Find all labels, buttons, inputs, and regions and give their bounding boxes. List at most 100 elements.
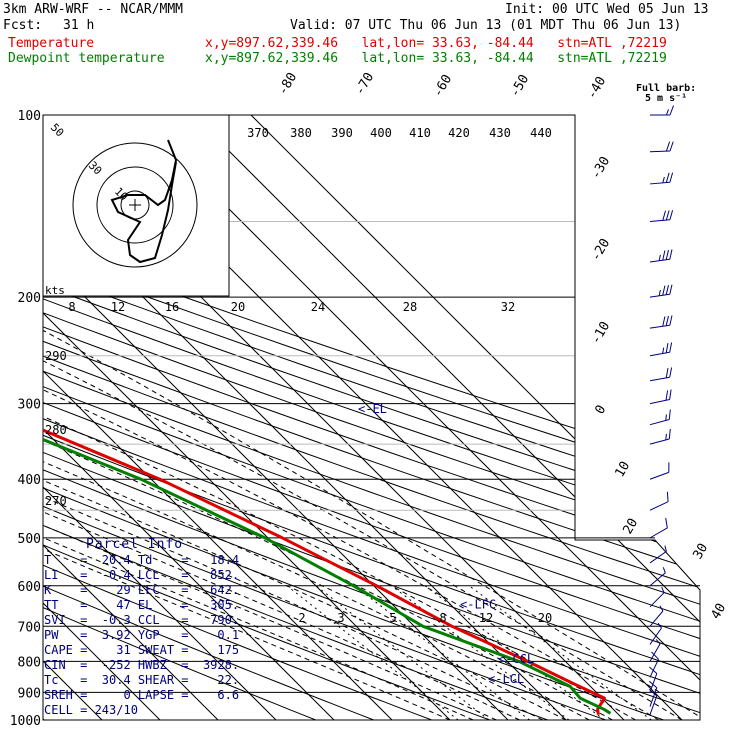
moist-adiabat [43, 344, 567, 720]
parcel-row: CAPE = 31 SWEAT = 175 [44, 643, 240, 657]
wind-barb-staff [649, 471, 669, 480]
legend-dewpoint-name: Dewpoint temperature [8, 51, 165, 66]
valid-time: Valid: 07 UTC Thu 06 Jun 13 (01 MDT Thu … [290, 18, 682, 33]
parcel-row: SVI = -0.3 CCL = 790. [44, 613, 240, 627]
wind-barb-staff [649, 293, 670, 298]
mixing-ratio-label: 20 [538, 611, 552, 625]
isotherm-label: 0 [592, 403, 609, 417]
wind-barb-flag [662, 316, 666, 327]
hodograph-speed-label: 12 [111, 300, 125, 314]
wind-barb-staff [649, 399, 670, 405]
wind-barb-flag [662, 250, 666, 261]
wind-barb-flag [665, 249, 669, 260]
mixing-ratio-label: 2 [298, 611, 305, 625]
parcel-row: PW = 3.92 YGP = 0.1 [44, 628, 240, 642]
wind-barb-flag [669, 210, 674, 220]
wind-barb-flag [666, 491, 669, 502]
wind-barb-flag [669, 172, 674, 183]
wind-barb [649, 389, 672, 405]
wind-barb-flag [665, 517, 668, 528]
wind-barb [648, 666, 658, 693]
wind-barb [649, 249, 673, 263]
isotherm-line [43, 115, 161, 720]
mixing-ratio-label: 5 [389, 611, 396, 625]
pressure-label: 200 [18, 291, 41, 306]
isotherm-label: 40 [708, 601, 729, 622]
wind-barb [649, 545, 667, 564]
pressure-label: 300 [18, 398, 41, 413]
level-annotation: <-LCL [488, 672, 524, 686]
dry-adiabat [43, 115, 490, 720]
dewpoint-line [43, 115, 612, 715]
wind-barb [650, 105, 674, 116]
mixing-ratio-label: 3 [337, 611, 344, 625]
dry-adiabat [43, 115, 316, 720]
parcel-row: LI = -0.4 LCL = 852. [44, 568, 240, 582]
wind-barb-flag [669, 367, 673, 378]
mixing-ratio-line [468, 585, 652, 720]
wind-barb-staff [649, 324, 670, 329]
parcel-row: SREH = 0 LAPSE = 6.6 [44, 688, 240, 702]
wind-barb-flag [662, 285, 666, 296]
forecast-hour: 31 h [63, 18, 95, 33]
wind-barb-flag [665, 414, 667, 421]
mixing-ratio-line [424, 585, 605, 720]
parcel-row: TT = 47 EL = 305. [44, 598, 240, 612]
dry-adiabat [43, 115, 432, 720]
isotherm-label: -80 [275, 70, 300, 98]
wind-barb [649, 639, 661, 662]
isentrope-label: 410 [409, 126, 431, 140]
wind-barb-flag [658, 289, 661, 296]
wind-barb-staff [649, 351, 670, 357]
hodograph-ring [72, 142, 198, 268]
dry-adiabat [43, 115, 700, 720]
isotherm-label: -20 [588, 236, 613, 264]
dry-adiabat [43, 115, 700, 720]
wind-barb [649, 172, 674, 185]
theta-label: 270 [45, 494, 67, 508]
wind-barb-flag [669, 389, 672, 400]
wind-barb-flag [665, 109, 669, 116]
parcel-info-panel: Parcel Info T = 20.4 Td = 18.4 LI = -0.4 … [44, 537, 240, 718]
wind-barb-flag [662, 176, 665, 183]
isentrope-label: 420 [448, 126, 470, 140]
wind-barb-flag [661, 587, 665, 593]
wind-barb-flag [665, 284, 669, 295]
wind-barb-staff [649, 419, 670, 426]
barb-legend-title: Full barb: [636, 83, 697, 94]
wind-barb-flag [665, 390, 669, 401]
parcel-row: CIN = -252 HWBZ = 3928. [44, 658, 240, 672]
hodograph-speed-label: 28 [403, 300, 417, 314]
wind-barb-flag [669, 105, 674, 116]
dry-adiabat [43, 115, 700, 720]
wind-barb-flag [657, 622, 662, 629]
hodograph-unit-label: kts [45, 284, 65, 297]
wind-barb-staff [649, 150, 671, 153]
isentrope-label: 390 [331, 126, 353, 140]
isotherm-line [43, 115, 393, 720]
isentrope-label: 380 [290, 126, 312, 140]
isotherm-line [192, 115, 700, 720]
isotherm-label: 10 [612, 459, 633, 480]
mixing-ratio-label: 12 [479, 611, 493, 625]
hodograph-speed-label: 20 [231, 300, 245, 314]
temperature-line [43, 115, 606, 715]
moist-adiabat [43, 321, 590, 720]
legend-temperature-info: x,y=897.62,339.46 lat,lon= 33.63, -84.44… [205, 36, 667, 51]
wind-barb [649, 491, 669, 511]
parcel-row: T = 20.4 Td = 18.4 [44, 553, 240, 567]
wind-barb-staff [649, 658, 659, 678]
wind-barb [649, 428, 671, 445]
isotherm-line [134, 115, 700, 720]
parcel-row: Tc = 30.4 SHEAR = 22. [44, 673, 240, 687]
pressure-label: 900 [18, 686, 41, 701]
wind-barb [649, 567, 666, 587]
isotherm-label: -10 [588, 319, 613, 347]
pressure-label: 800 [18, 655, 41, 670]
wind-barb [649, 342, 673, 357]
wind-barb-flag [648, 680, 658, 689]
moist-adiabat [43, 465, 451, 720]
parcel-cell: CELL = 243/10 [44, 703, 138, 717]
isotherm-label: 30 [690, 541, 711, 562]
wind-barb-flag [659, 605, 664, 612]
